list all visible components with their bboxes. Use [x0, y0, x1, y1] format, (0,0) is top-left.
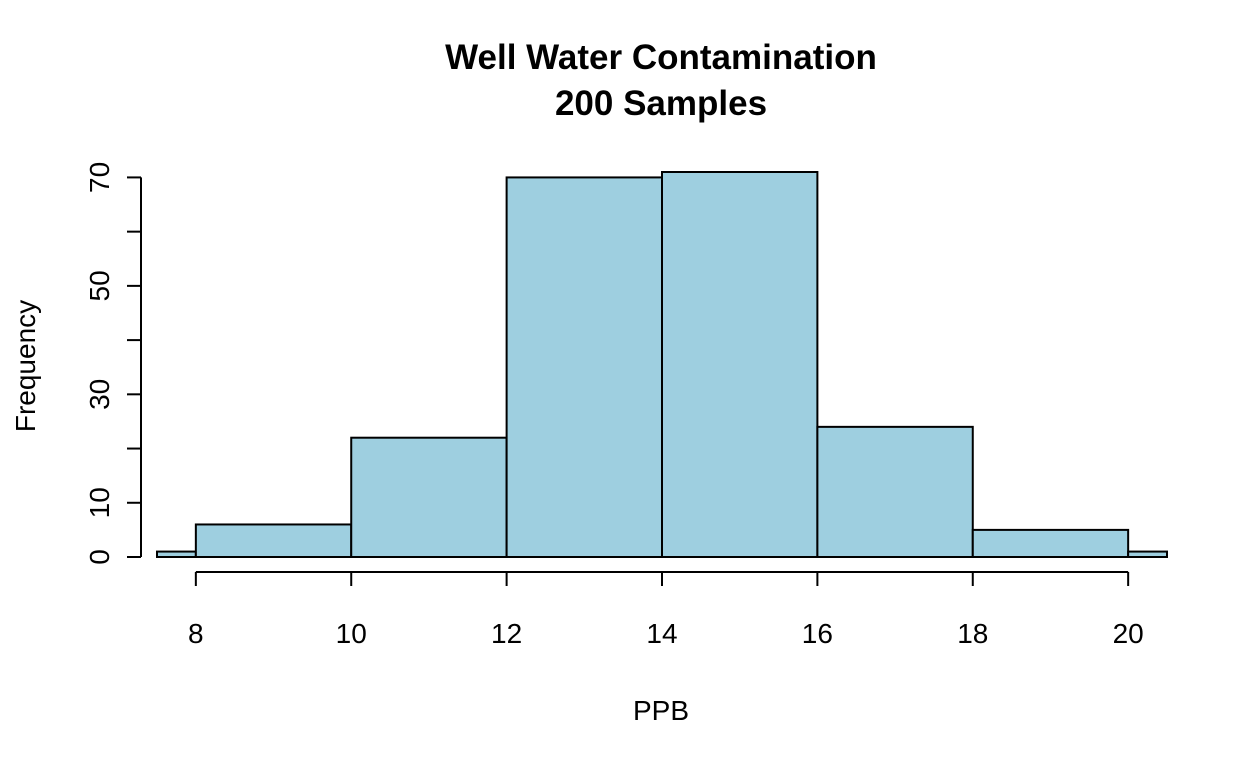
x-tick-label: 8 [188, 618, 204, 649]
y-axis-label: Frequency [10, 300, 41, 432]
histogram-bar [350, 436, 508, 558]
bars-group [156, 171, 1168, 559]
histogram-bar [971, 528, 1130, 559]
histogram-bar [505, 176, 663, 558]
histogram-bar [816, 425, 974, 558]
y-tick-label: 50 [84, 270, 115, 301]
x-axis-label: PPB [633, 695, 689, 726]
histogram-bar [1127, 550, 1168, 558]
y-tick-label: 70 [84, 162, 115, 193]
x-axis: 8 10 12 14 16 18 20 [188, 571, 1144, 649]
y-tick-label: 10 [84, 487, 115, 518]
chart-subtitle: 200 Samples [555, 84, 767, 123]
x-tick-label: 12 [491, 618, 522, 649]
x-tick-label: 16 [802, 618, 833, 649]
x-tick-label: 20 [1113, 618, 1144, 649]
y-tick-label: 0 [84, 549, 115, 565]
chart-title: Well Water Contamination [445, 38, 877, 77]
histogram-bar [194, 523, 353, 558]
histogram-bar [661, 171, 819, 558]
x-tick-label: 18 [957, 618, 988, 649]
y-tick-label: 30 [84, 379, 115, 410]
x-tick-label: 10 [336, 618, 367, 649]
y-axis: 0 10 30 50 70 [84, 162, 142, 565]
x-tick-label: 14 [646, 618, 677, 649]
histogram-bar [156, 550, 197, 558]
